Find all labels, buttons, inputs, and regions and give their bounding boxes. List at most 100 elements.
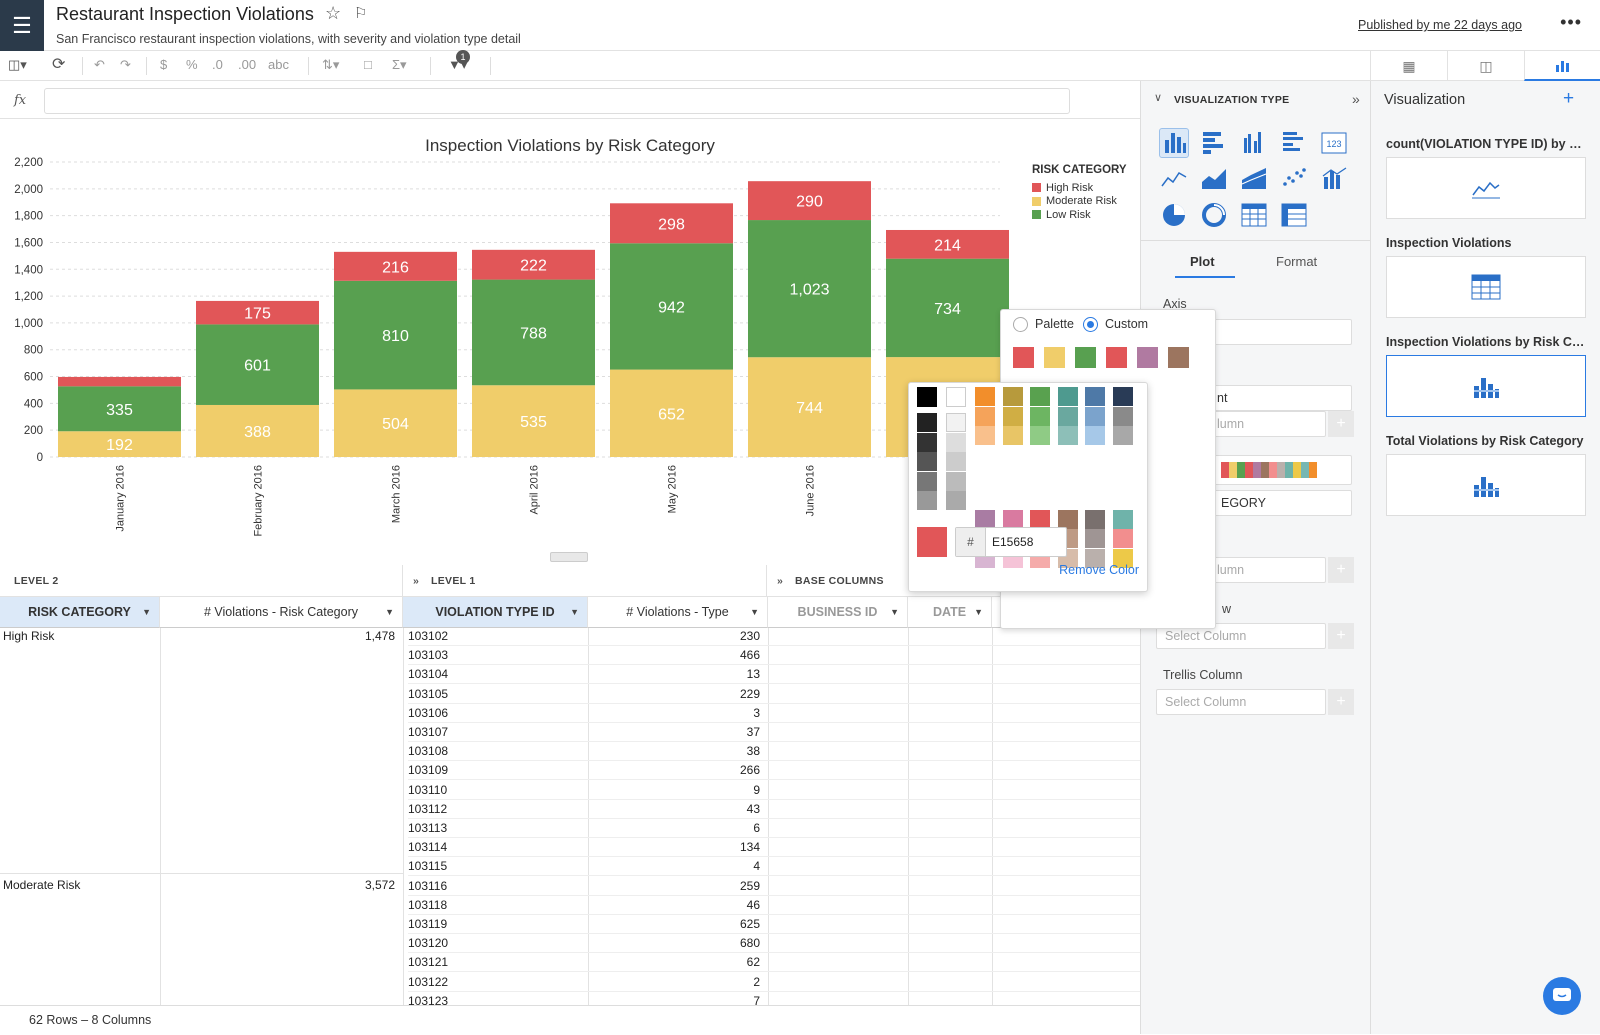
bar-segment[interactable] [334,251,457,281]
bar-segment[interactable] [196,324,319,405]
formula-input[interactable] [44,88,1070,114]
resize-handle[interactable] [550,552,588,562]
cell-violation-type-id[interactable]: 103105 [408,685,588,704]
palette-swatch[interactable] [1112,426,1133,445]
bar-segment[interactable] [334,389,457,457]
palette-swatch[interactable] [1057,387,1078,406]
chevron-down-icon[interactable]: ∨ [1154,92,1163,104]
palette-swatch[interactable] [1112,509,1133,529]
cell-violations-type[interactable]: 7 [588,992,768,1005]
cell-violations-type[interactable]: 625 [588,915,768,934]
vt-option-combo-chart[interactable] [1319,164,1349,194]
increase-decimal-button[interactable]: .00 [238,57,257,72]
vt-option-horizontal-stacked-bar[interactable] [1199,128,1229,158]
star-icon[interactable]: ☆ [325,3,342,23]
vt-option-line-chart[interactable] [1159,164,1189,194]
cell-violation-type-id[interactable]: 103114 [408,838,588,858]
level-1-header[interactable]: » LEVEL 1 [403,565,767,597]
col-business-id[interactable]: BUSINESS ID ▼ [768,597,908,628]
add-row-button[interactable]: + [1328,623,1354,649]
vt-option-donut-chart[interactable] [1199,200,1229,230]
sum-icon[interactable]: Σ▾ [392,57,407,72]
palette-swatch[interactable] [1057,406,1078,426]
palette-swatch[interactable] [1112,529,1133,548]
bar-segment[interactable] [748,357,871,457]
expand-icon[interactable]: » [777,575,784,587]
undo-icon[interactable]: ↶ [94,57,105,72]
cell-violations-type[interactable]: 229 [588,685,768,704]
palette-swatch[interactable] [1112,387,1133,406]
legend-entry[interactable]: High Risk [1032,181,1117,195]
gray-swatch[interactable] [917,387,937,407]
remove-color-link[interactable]: Remove Color [1059,563,1139,577]
viz-card-bar[interactable] [1386,454,1586,516]
flag-icon[interactable]: ⚐ [354,5,368,22]
percent-format-button[interactable]: % [186,57,198,72]
gray-swatch[interactable] [946,471,966,491]
tab-data-source-icon[interactable]: ◫ [1447,51,1524,81]
viz-card-line[interactable] [1386,157,1586,219]
vt-option-area-chart[interactable] [1199,164,1229,194]
palette-swatch[interactable] [1002,509,1023,529]
custom-color-swatch[interactable] [1137,347,1158,368]
viz-card-table[interactable] [1386,256,1586,318]
add-trellis-button[interactable]: + [1328,689,1354,715]
redo-icon[interactable]: ↷ [120,57,131,72]
add-value-button[interactable]: + [1328,411,1354,437]
vt-option-kpi-number[interactable]: 123 [1319,128,1349,158]
decrease-decimal-button[interactable]: .0 [212,57,223,72]
cell-violation-type-id[interactable]: 103116 [408,877,588,896]
custom-color-swatch[interactable] [1075,347,1096,368]
col-date[interactable]: DATE ▼ [908,597,992,628]
cell-violations-type[interactable]: 62 [588,953,768,973]
cell-violations-type[interactable]: 134 [588,838,768,858]
palette-swatch[interactable] [1057,426,1078,445]
palette-swatch[interactable] [1085,509,1105,529]
cell-violations-type[interactable]: 46 [588,896,768,915]
caret-down-icon[interactable]: ▼ [890,607,899,617]
add-series-button[interactable]: + [1328,557,1354,583]
custom-color-swatch[interactable] [1168,347,1189,368]
trellis-column-input[interactable]: Select Column [1156,689,1326,715]
cell-violation-type-id[interactable]: 103121 [408,953,588,973]
cell-violations-type[interactable]: 266 [588,761,768,781]
palette-swatch[interactable] [1030,509,1050,529]
cell-violations-type[interactable]: 38 [588,742,768,762]
vt-option-pivot-table[interactable] [1279,200,1309,230]
comment-icon[interactable]: □ [364,57,372,72]
bar-segment[interactable] [610,369,733,457]
bar-segment[interactable] [58,431,181,457]
col-violation-type-id[interactable]: VIOLATION TYPE ID ▼ [403,597,588,628]
palette-swatch[interactable] [975,406,995,426]
bar-segment[interactable] [334,280,457,390]
gray-swatch[interactable] [946,491,966,510]
bar-segment[interactable] [886,229,1009,259]
hamburger-menu-icon[interactable]: ☰ [0,0,44,51]
text-format-button[interactable]: abc [268,57,289,72]
caret-down-icon[interactable]: ▼ [750,607,759,617]
bar-segment[interactable] [748,181,871,221]
palette-swatch[interactable] [1085,406,1105,426]
sort-icon[interactable]: ⇅▾ [322,57,340,72]
cell-violation-type-id[interactable]: 103109 [408,761,588,781]
palette-swatch[interactable] [1085,529,1105,548]
cell-violations-type[interactable]: 13 [588,665,768,685]
gray-swatch[interactable] [917,491,937,510]
hex-input[interactable]: # E15658 [955,527,1067,557]
palette-swatch[interactable] [975,426,995,445]
bar-segment[interactable] [472,249,595,280]
palette-swatch[interactable] [975,387,995,406]
palette-radio[interactable] [1013,317,1028,332]
palette-swatch[interactable] [1030,426,1050,445]
bar-segment[interactable] [58,386,181,432]
palette-swatch[interactable] [1002,406,1023,426]
cell-violation-type-id[interactable]: 103119 [408,915,588,934]
caret-down-icon[interactable]: ▼ [570,607,579,617]
bar-segment[interactable] [58,376,181,387]
gray-swatch[interactable] [917,432,937,452]
vt-option-scatter[interactable] [1279,164,1309,194]
palette-swatch[interactable] [1030,387,1050,406]
cell-violation-type-id[interactable]: 103103 [408,646,588,666]
chat-support-icon[interactable] [1543,977,1581,1015]
gray-swatch[interactable] [946,387,966,407]
